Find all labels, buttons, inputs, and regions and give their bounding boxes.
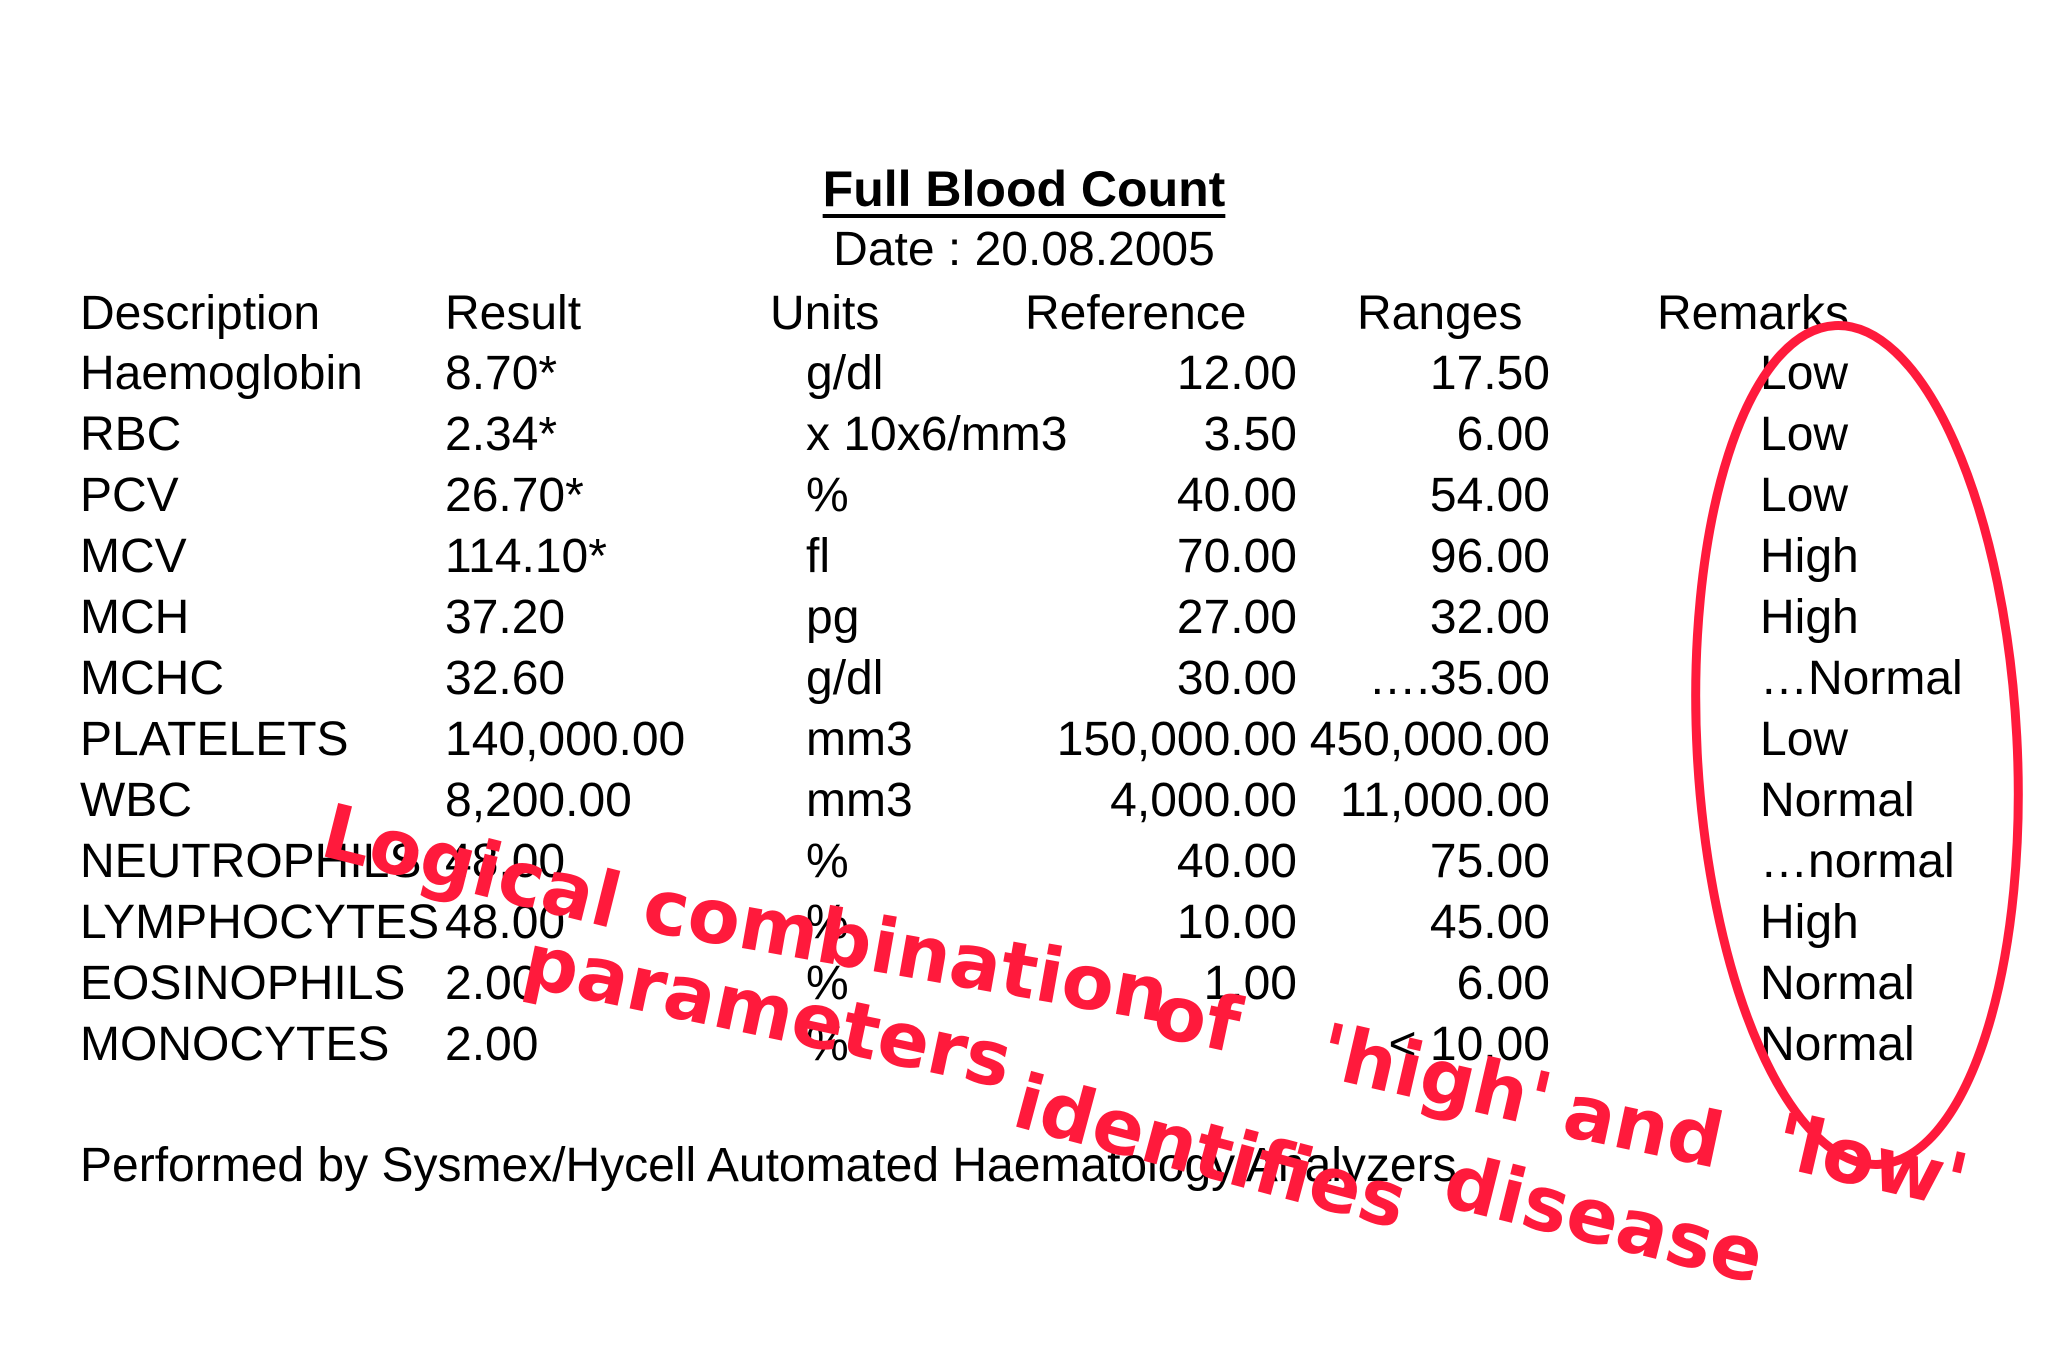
- result-cell: 8,200.00: [445, 774, 632, 827]
- result-cell: 48.00: [445, 835, 566, 888]
- remark-cell: Low: [1760, 408, 1849, 461]
- description-cell: PLATELETS: [80, 713, 349, 766]
- annotation-word: 'low': [1766, 1096, 1976, 1227]
- description-cell: RBC: [80, 408, 182, 461]
- remark-cell: High: [1760, 591, 1859, 644]
- range-cell: 45.00: [1429, 896, 1550, 949]
- description-cell: MCV: [80, 530, 187, 583]
- range-cell: 450,000.00: [1309, 713, 1550, 766]
- result-cell: 140,000.00: [445, 713, 686, 766]
- units-cell: fl: [806, 530, 830, 583]
- remark-cell: …normal: [1760, 835, 1955, 888]
- header-units: Units: [770, 287, 880, 340]
- reference-cell: 70.00: [1176, 530, 1297, 583]
- description-cell: MONOCYTES: [80, 1018, 390, 1071]
- reference-cell: 27.00: [1176, 591, 1297, 644]
- units-cell: mm3: [806, 774, 913, 827]
- reference-cell: 40.00: [1176, 469, 1297, 522]
- annotation-word: and: [1556, 1066, 1731, 1186]
- range-cell: 6.00: [1456, 957, 1550, 1010]
- remark-cell: Low: [1760, 713, 1849, 766]
- description-cell: PCV: [80, 469, 179, 522]
- result-cell: 2.00: [445, 1018, 539, 1071]
- remark-cell: Normal: [1760, 957, 1915, 1010]
- remark-cell: High: [1760, 896, 1859, 949]
- units-cell: %: [806, 957, 849, 1010]
- header-reference: Reference: [1025, 287, 1247, 340]
- result-cell: 114.10*: [445, 530, 607, 583]
- description-cell: MCH: [80, 591, 190, 644]
- reference-cell: 4,000.00: [1110, 774, 1297, 827]
- result-cell: 37.20: [445, 591, 566, 644]
- units-cell: mm3: [806, 713, 913, 766]
- reference-cell: 150,000.00: [1056, 713, 1297, 766]
- units-cell: %: [806, 469, 849, 522]
- range-cell: 96.00: [1429, 530, 1550, 583]
- description-cell: EOSINOPHILS: [80, 957, 406, 1010]
- reference-cell: 30.00: [1176, 652, 1297, 705]
- header-ranges: Ranges: [1357, 287, 1523, 340]
- range-cell: ….35.00: [1368, 652, 1550, 705]
- result-cell: 8.70*: [445, 347, 558, 400]
- range-cell: 6.00: [1456, 408, 1550, 461]
- result-cell: 26.70*: [445, 469, 584, 522]
- range-cell: 75.00: [1429, 835, 1550, 888]
- units-cell: pg: [806, 591, 860, 644]
- report-date: Date : 20.08.2005: [833, 223, 1215, 276]
- header-remarks: Remarks: [1657, 287, 1850, 340]
- remark-cell: …Normal: [1760, 652, 1963, 705]
- remark-cell: Low: [1760, 469, 1849, 522]
- units-cell: %: [806, 1018, 849, 1071]
- result-cell: 2.00: [445, 957, 539, 1010]
- annotation-word: disease: [1436, 1136, 1773, 1301]
- result-cell: 2.34*: [445, 408, 558, 461]
- result-cell: 32.60: [445, 652, 566, 705]
- remark-cell: High: [1760, 530, 1859, 583]
- reference-cell: 10.00: [1176, 896, 1297, 949]
- description-cell: Haemoglobin: [80, 347, 363, 400]
- annotation-word: combination: [637, 860, 1175, 1040]
- units-cell: g/dl: [806, 347, 884, 400]
- remark-cell: Low: [1760, 347, 1849, 400]
- range-cell: < 10.00: [1388, 1018, 1550, 1071]
- units-cell: g/dl: [806, 652, 884, 705]
- description-cell: MCHC: [80, 652, 224, 705]
- remark-cell: Normal: [1760, 774, 1915, 827]
- range-cell: 54.00: [1429, 469, 1550, 522]
- range-cell: 17.50: [1429, 347, 1550, 400]
- remark-cell: Normal: [1760, 1018, 1915, 1071]
- range-cell: 32.00: [1429, 591, 1550, 644]
- report-footer: Performed by Sysmex/Hycell Automated Hae…: [80, 1139, 1457, 1192]
- description-cell: WBC: [80, 774, 192, 827]
- units-cell: x 10x6/mm3: [806, 408, 1068, 461]
- reference-cell: 40.00: [1176, 835, 1297, 888]
- result-cell: 48.00: [445, 896, 566, 949]
- units-cell: %: [806, 835, 849, 888]
- description-cell: NEUTROPHILS: [80, 835, 422, 888]
- report-title: Full Blood Count: [822, 161, 1226, 217]
- reference-cell: 3.50: [1203, 408, 1297, 461]
- reference-cell: 1.00: [1203, 957, 1297, 1010]
- description-cell: LYMPHOCYTES: [80, 896, 440, 949]
- units-cell: %: [806, 896, 849, 949]
- header-description: Description: [80, 287, 321, 340]
- reference-cell: 12.00: [1176, 347, 1297, 400]
- range-cell: 11,000.00: [1340, 774, 1550, 827]
- annotation-word: parameters: [516, 916, 1019, 1106]
- header-result: Result: [445, 287, 582, 340]
